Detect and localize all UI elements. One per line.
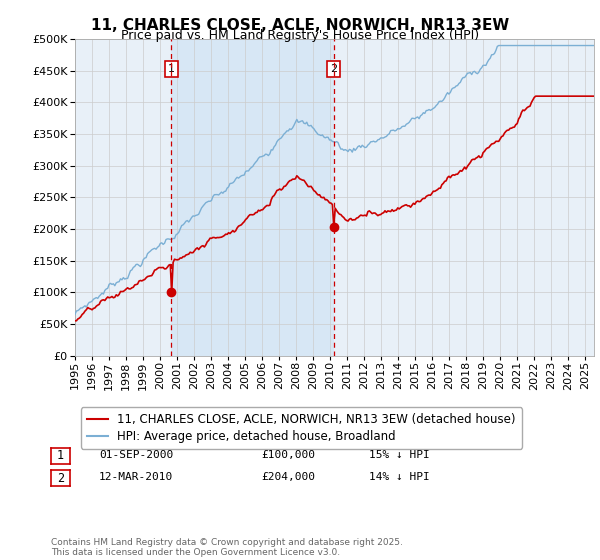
Text: 2: 2 — [330, 64, 337, 74]
Text: £100,000: £100,000 — [261, 450, 315, 460]
Text: Price paid vs. HM Land Registry's House Price Index (HPI): Price paid vs. HM Land Registry's House … — [121, 29, 479, 42]
Text: 12-MAR-2010: 12-MAR-2010 — [99, 472, 173, 482]
Bar — [172, 39, 334, 356]
Text: 11, CHARLES CLOSE, ACLE, NORWICH, NR13 3EW: 11, CHARLES CLOSE, ACLE, NORWICH, NR13 3… — [91, 18, 509, 33]
Text: £204,000: £204,000 — [261, 472, 315, 482]
Text: 01-SEP-2000: 01-SEP-2000 — [99, 450, 173, 460]
Text: 1: 1 — [57, 449, 64, 463]
Text: 14% ↓ HPI: 14% ↓ HPI — [369, 472, 430, 482]
Legend: 11, CHARLES CLOSE, ACLE, NORWICH, NR13 3EW (detached house), HPI: Average price,: 11, CHARLES CLOSE, ACLE, NORWICH, NR13 3… — [81, 407, 522, 449]
Text: 15% ↓ HPI: 15% ↓ HPI — [369, 450, 430, 460]
Text: Contains HM Land Registry data © Crown copyright and database right 2025.
This d: Contains HM Land Registry data © Crown c… — [51, 538, 403, 557]
Text: 2: 2 — [57, 472, 64, 485]
Text: 1: 1 — [168, 64, 175, 74]
